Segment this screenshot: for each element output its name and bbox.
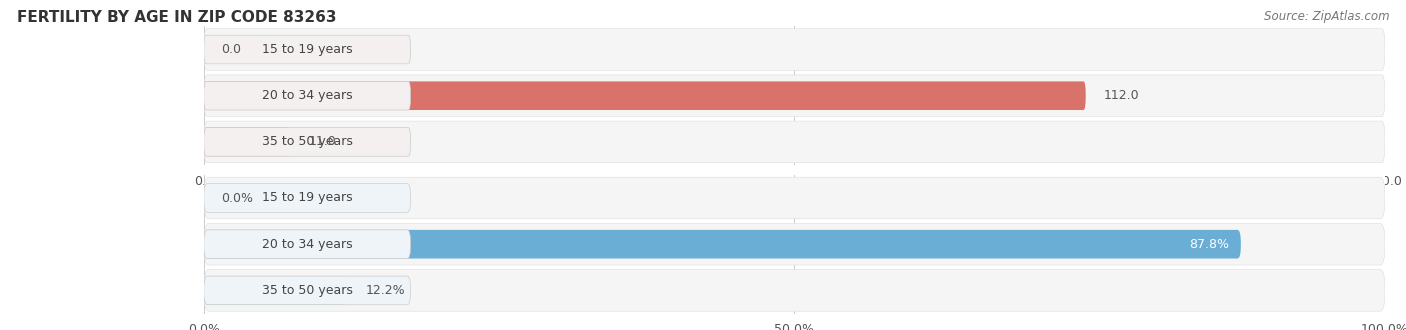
Text: 87.8%: 87.8% [1189, 238, 1229, 251]
Text: 15 to 19 years: 15 to 19 years [262, 43, 353, 56]
FancyBboxPatch shape [204, 128, 291, 156]
Text: 112.0: 112.0 [1104, 89, 1139, 102]
Text: 20 to 34 years: 20 to 34 years [262, 89, 353, 102]
FancyBboxPatch shape [204, 177, 1385, 219]
Text: 20 to 34 years: 20 to 34 years [262, 238, 353, 251]
FancyBboxPatch shape [204, 29, 1385, 70]
FancyBboxPatch shape [204, 121, 1385, 163]
FancyBboxPatch shape [204, 82, 411, 110]
Text: Source: ZipAtlas.com: Source: ZipAtlas.com [1264, 10, 1389, 23]
FancyBboxPatch shape [204, 82, 1085, 110]
Text: 0.0: 0.0 [222, 43, 242, 56]
Text: 15 to 19 years: 15 to 19 years [262, 191, 353, 205]
FancyBboxPatch shape [204, 35, 411, 64]
Text: 12.2%: 12.2% [366, 284, 405, 297]
FancyBboxPatch shape [204, 184, 411, 212]
Text: 0.0%: 0.0% [222, 191, 253, 205]
FancyBboxPatch shape [204, 230, 411, 258]
Text: 11.0: 11.0 [308, 135, 336, 148]
FancyBboxPatch shape [204, 128, 411, 156]
Text: 35 to 50 years: 35 to 50 years [262, 135, 353, 148]
FancyBboxPatch shape [204, 270, 1385, 311]
FancyBboxPatch shape [204, 276, 411, 305]
FancyBboxPatch shape [204, 223, 1385, 265]
FancyBboxPatch shape [204, 75, 1385, 116]
FancyBboxPatch shape [204, 276, 347, 305]
Text: FERTILITY BY AGE IN ZIP CODE 83263: FERTILITY BY AGE IN ZIP CODE 83263 [17, 10, 336, 25]
FancyBboxPatch shape [204, 230, 1241, 258]
Text: 35 to 50 years: 35 to 50 years [262, 284, 353, 297]
